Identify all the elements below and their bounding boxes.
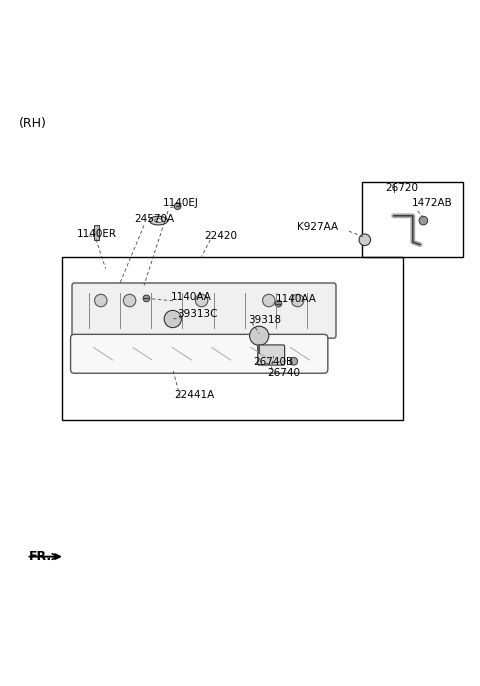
Circle shape bbox=[174, 203, 181, 209]
Text: 39318: 39318 bbox=[248, 315, 281, 325]
Circle shape bbox=[123, 294, 136, 307]
FancyBboxPatch shape bbox=[258, 345, 285, 365]
Text: K927AA: K927AA bbox=[297, 222, 338, 232]
Text: 24570A: 24570A bbox=[134, 214, 175, 224]
Circle shape bbox=[419, 216, 428, 225]
Text: 1472AB: 1472AB bbox=[412, 198, 453, 208]
Text: 26740: 26740 bbox=[267, 368, 300, 378]
Text: 1140ER: 1140ER bbox=[77, 228, 117, 239]
Circle shape bbox=[275, 300, 282, 307]
FancyBboxPatch shape bbox=[71, 334, 328, 373]
Circle shape bbox=[95, 294, 107, 307]
Text: 1140AA: 1140AA bbox=[276, 294, 316, 304]
Circle shape bbox=[291, 294, 304, 307]
Text: 1140AA: 1140AA bbox=[170, 292, 211, 303]
Circle shape bbox=[250, 327, 269, 345]
Text: 1140EJ: 1140EJ bbox=[163, 198, 199, 208]
Bar bbox=[362, 182, 463, 257]
Text: FR.: FR. bbox=[29, 550, 52, 563]
FancyBboxPatch shape bbox=[72, 283, 336, 338]
Circle shape bbox=[195, 294, 208, 307]
Text: 39313C: 39313C bbox=[178, 309, 218, 319]
Circle shape bbox=[359, 234, 371, 246]
Text: 22441A: 22441A bbox=[174, 390, 215, 400]
Bar bbox=[62, 257, 403, 420]
Text: 26740B: 26740B bbox=[253, 357, 293, 367]
Text: 22420: 22420 bbox=[204, 231, 237, 241]
Text: (RH): (RH) bbox=[19, 117, 47, 130]
Circle shape bbox=[143, 295, 150, 302]
Circle shape bbox=[263, 294, 275, 307]
Circle shape bbox=[164, 310, 181, 328]
Circle shape bbox=[290, 357, 298, 365]
Ellipse shape bbox=[149, 216, 168, 225]
Ellipse shape bbox=[155, 219, 162, 222]
Text: 26720: 26720 bbox=[385, 183, 418, 193]
Bar bbox=[94, 226, 99, 240]
